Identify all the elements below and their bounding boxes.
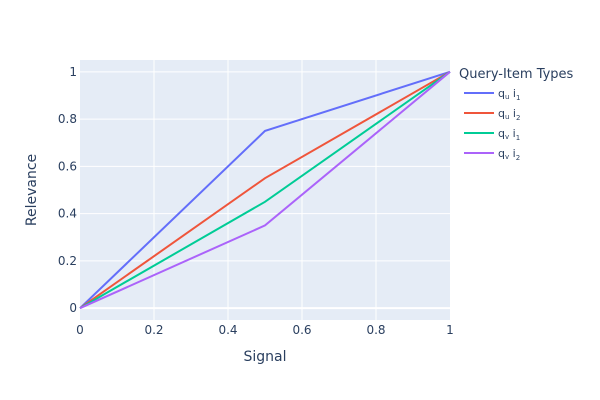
y-axis-title: Relevance bbox=[24, 154, 40, 226]
legend-label: qu i2 bbox=[498, 107, 520, 122]
x-tick-label: 0.8 bbox=[366, 323, 385, 337]
y-tick-label: 0.6 bbox=[58, 159, 77, 173]
series-line-qu-i2 bbox=[79, 70, 451, 310]
legend-item[interactable]: qu i1 bbox=[464, 87, 520, 102]
x-axis-title: Signal bbox=[243, 349, 286, 365]
y-tick-label: 0.2 bbox=[58, 254, 77, 268]
grid-lines bbox=[80, 60, 450, 320]
y-tick-label: 0 bbox=[69, 301, 77, 315]
x-tick-label: 0.6 bbox=[292, 323, 311, 337]
legend-label: qu i1 bbox=[498, 87, 520, 102]
x-tick-label: 0 bbox=[76, 323, 84, 337]
x-tick-label: 0.2 bbox=[144, 323, 163, 337]
legend-label: qv i1 bbox=[498, 127, 520, 142]
y-tick-label: 0.8 bbox=[58, 112, 77, 126]
x-tick-label: 1 bbox=[446, 323, 454, 337]
series-line-qv-i2 bbox=[79, 71, 451, 310]
series-lines bbox=[79, 70, 451, 310]
y-tick-label: 0.4 bbox=[58, 207, 77, 221]
legend-item[interactable]: qu i2 bbox=[464, 107, 520, 122]
legend-item[interactable]: qv i2 bbox=[464, 147, 520, 162]
x-tick-label: 0.4 bbox=[218, 323, 237, 337]
plot-background bbox=[80, 60, 450, 320]
y-axis-ticks: 0 0.2 0.4 0.6 0.8 1 bbox=[58, 65, 77, 315]
legend-item[interactable]: qv i1 bbox=[464, 127, 520, 142]
y-tick-label: 1 bbox=[69, 65, 77, 79]
legend-label: qv i2 bbox=[498, 147, 520, 162]
x-axis-ticks: 0 0.2 0.4 0.6 0.8 1 bbox=[76, 323, 454, 337]
legend[interactable]: Query-Item Types qu i1 qu i2 qv i1 qv i2 bbox=[459, 67, 574, 162]
series-line-qv-i1 bbox=[79, 70, 451, 310]
series-line-qu-i1 bbox=[79, 70, 451, 309]
legend-title: Query-Item Types bbox=[459, 67, 574, 82]
